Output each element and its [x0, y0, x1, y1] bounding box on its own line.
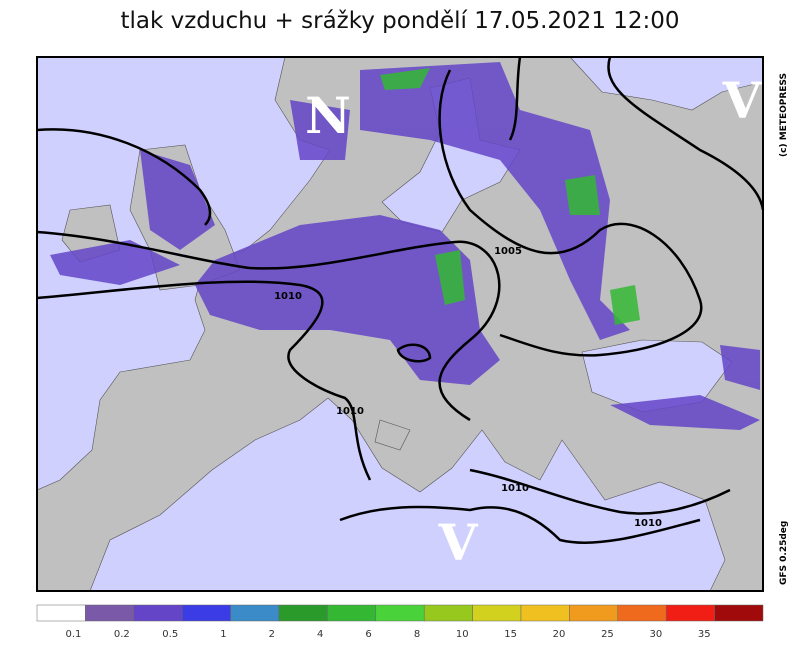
title: tlak vzduchu + srážky pondělí 17.05.2021… — [120, 8, 679, 34]
legend-label: 20 — [553, 629, 566, 640]
pressure-center: V — [722, 71, 763, 130]
legend-label: 6 — [365, 629, 371, 640]
map: N V V 1005 1010 1010 1010 1010 — [36, 56, 765, 592]
legend-swatch — [181, 604, 231, 622]
legend-label: 1 — [220, 629, 226, 640]
legend-label: 0.1 — [65, 629, 81, 640]
legend-label: 35 — [698, 629, 711, 640]
isobar-label: 1010 — [274, 291, 302, 302]
legend-swatch — [278, 604, 328, 622]
model-label: GFS 0.25deg — [779, 521, 789, 585]
legend-swatch — [472, 604, 522, 622]
pressure-center: V — [438, 513, 479, 572]
precipitation-heavy — [380, 68, 640, 325]
legend-label: 30 — [649, 629, 662, 640]
map-labels: N V V 1005 1010 1010 1010 1010 — [274, 71, 763, 572]
legend-label: 15 — [504, 629, 517, 640]
legend-swatch — [230, 604, 280, 622]
legend-swatch — [617, 604, 667, 622]
legend-label: 0.5 — [162, 629, 178, 640]
legend-label: 8 — [414, 629, 420, 640]
legend-swatch — [569, 604, 619, 622]
legend-swatch — [327, 604, 377, 622]
legend-label: 10 — [456, 629, 469, 640]
credit: (c) METEOPRESS — [779, 73, 789, 157]
legend-label: 25 — [601, 629, 614, 640]
isobars — [36, 56, 765, 544]
legend-label: 0.2 — [114, 629, 130, 640]
legend-swatch — [375, 604, 425, 622]
legend-swatch — [36, 604, 86, 622]
isobar-label: 1010 — [634, 518, 662, 529]
legend-swatch — [714, 604, 764, 622]
isobar-label: 1010 — [336, 406, 364, 417]
legend-swatch — [85, 604, 135, 622]
legend-swatch — [423, 604, 473, 622]
legend-swatch — [133, 604, 183, 622]
precipitation — [50, 62, 760, 430]
isobar-label: 1010 — [501, 483, 529, 494]
map-frame — [36, 56, 764, 592]
legend: 0.1 0.2 0.5 1 2 4 6 8 10 15 20 25 30 35 — [36, 604, 764, 640]
legend-label: 4 — [317, 629, 323, 640]
isobar-label: 1005 — [494, 246, 522, 257]
legend-swatch — [520, 604, 570, 622]
legend-label: 2 — [269, 629, 275, 640]
pressure-center: N — [305, 86, 351, 145]
legend-swatch — [665, 604, 715, 622]
